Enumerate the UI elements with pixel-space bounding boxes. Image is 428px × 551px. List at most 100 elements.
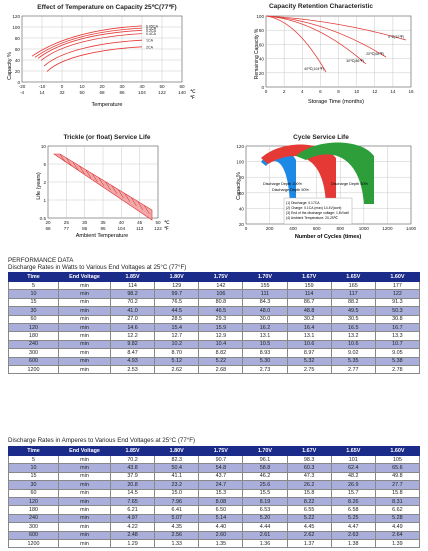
column-header: 1.85V xyxy=(109,272,156,282)
table-cell: 41.1 xyxy=(154,471,200,482)
x-tick-label: -20 xyxy=(19,84,26,89)
table-cell: min xyxy=(58,339,111,350)
table-cell: 6.41 xyxy=(154,505,200,515)
table-row: 240 min 4.97 5.07 5.14 5.20 5.22 5.25 5.28 xyxy=(8,513,421,524)
x-tick-label-f: 113 xyxy=(136,226,144,231)
table-cell: 1.38 xyxy=(330,538,376,549)
table-cell: 165 xyxy=(330,280,376,291)
x-tick-label: 50 xyxy=(155,220,161,225)
table-cell: 120 xyxy=(8,496,59,507)
table-cell: 48.0 xyxy=(242,306,288,316)
table-cell: 5.12 xyxy=(154,356,200,366)
table-cell: 4.40 xyxy=(198,522,244,532)
curve-label: 0.1CA xyxy=(146,27,157,31)
table-cell: 6.58 xyxy=(330,505,376,515)
table-cell: 15.3 xyxy=(198,488,244,498)
column-header: 1.60V xyxy=(374,446,421,456)
y-tick-label: 100 xyxy=(236,160,244,165)
table-cell: 10.4 xyxy=(198,339,244,350)
x-tick-label: 14 xyxy=(390,89,396,94)
table-cell: 9.05 xyxy=(374,348,421,358)
table-cell: 41.0 xyxy=(109,306,156,316)
performance-heading: PERFORMANCE DATA xyxy=(8,257,74,264)
curve-label: 0.2CA xyxy=(146,29,157,33)
table-cell: 9.82 xyxy=(109,339,156,350)
table-cell: 16.2 xyxy=(242,322,288,333)
table-row: 30 min 20.8 23.2 24.7 25.6 26.2 26.9 27.7 xyxy=(8,480,421,490)
table-cell: 27.7 xyxy=(374,480,421,490)
table-cell: 15.9 xyxy=(198,322,244,333)
table-cell: min xyxy=(58,364,111,375)
table-cell: 8.47 xyxy=(109,348,156,358)
x-tick-label-f: 104 xyxy=(138,90,146,95)
x-tick-label: 10 xyxy=(79,84,85,89)
column-header: 1.67V xyxy=(286,272,332,282)
table-cell: 48.8 xyxy=(286,306,332,316)
x-tick-label: 16 xyxy=(408,89,414,94)
table-cell: 76.5 xyxy=(154,297,200,308)
table-cell: 37.9 xyxy=(109,471,156,482)
table-cell: 8.82 xyxy=(198,348,244,358)
table-cell: 142 xyxy=(198,280,244,291)
table-cell: 49.5 xyxy=(330,306,376,316)
curve-label: 30℃(86℉) xyxy=(346,59,364,63)
table-cell: 2.53 xyxy=(109,364,156,375)
table-cell: 5.28 xyxy=(374,513,421,524)
capacity-curve xyxy=(34,27,143,58)
retention-curve xyxy=(265,15,327,73)
x-tick-label: 0 xyxy=(265,89,268,94)
table-cell: 8.31 xyxy=(374,496,421,507)
table-cell: 70.2 xyxy=(109,454,156,465)
table-cell: 62.4 xyxy=(330,463,376,473)
band-hatch xyxy=(66,157,72,167)
band-hatch xyxy=(98,177,105,187)
x-tick-label: 30 xyxy=(119,84,125,89)
column-header: 1.65V xyxy=(330,446,376,456)
x-tick-label-f: 140 xyxy=(178,90,186,95)
table-cell: 4.45 xyxy=(286,522,332,532)
trickle-life-chart: Trickle (or float) Service Life Life (ye… xyxy=(2,134,212,240)
table-cell: 5.07 xyxy=(154,513,200,524)
table-cell: 5.22 xyxy=(286,513,332,524)
y-axis-label: Capacity % xyxy=(236,172,242,200)
table-cell: 10.6 xyxy=(286,339,332,350)
table-cell: 5 xyxy=(8,280,59,291)
table-cell: 101 xyxy=(330,454,376,465)
table-cell: 2.48 xyxy=(109,530,156,540)
y-tick-label: 60 xyxy=(239,191,245,196)
table-cell: 8.97 xyxy=(286,348,332,358)
table-cell: 6.62 xyxy=(374,505,421,515)
column-header: 1.75V xyxy=(198,272,244,282)
x-tick-label: 40 xyxy=(139,84,145,89)
table-cell: 8.19 xyxy=(242,496,288,507)
table-row: 180 min 12.2 12.7 12.9 13.1 13.1 13.2 13.3 xyxy=(8,331,421,341)
table-cell: 29.3 xyxy=(198,314,244,324)
table-cell: 25.6 xyxy=(242,480,288,490)
table-cell: 7.65 xyxy=(109,496,156,507)
table-cell: 8.93 xyxy=(242,348,288,358)
table-cell: min xyxy=(58,530,111,540)
table-cell: 84.3 xyxy=(242,297,288,308)
column-header: 1.70V xyxy=(242,272,288,282)
table-cell: 15 xyxy=(8,471,59,482)
table-cell: 2.63 xyxy=(330,530,376,540)
table-cell: 16.7 xyxy=(374,322,421,333)
band-hatch xyxy=(131,197,137,207)
table-cell: 10.7 xyxy=(374,339,421,350)
y-tick-label: 100 xyxy=(256,14,264,19)
retention-curve xyxy=(265,15,367,65)
table-cell: 159 xyxy=(286,280,332,291)
table-cell: 2.77 xyxy=(330,364,376,375)
table-cell: 1.29 xyxy=(109,538,156,549)
series-label-100: Discharge Depth 100% xyxy=(263,182,303,186)
table-cell: 2.78 xyxy=(374,364,421,375)
table-cell: 30.8 xyxy=(374,314,421,324)
table-cell: 5.25 xyxy=(330,513,376,524)
y-tick-label: 2 xyxy=(43,180,46,185)
table-cell: 49.8 xyxy=(374,471,421,482)
table-cell: 5 xyxy=(8,454,59,465)
y-axis-label: Life (years) xyxy=(36,172,42,200)
table-cell: 50.4 xyxy=(154,463,200,473)
column-header: 1.80V xyxy=(154,446,200,456)
table-cell: 2.75 xyxy=(286,364,332,375)
